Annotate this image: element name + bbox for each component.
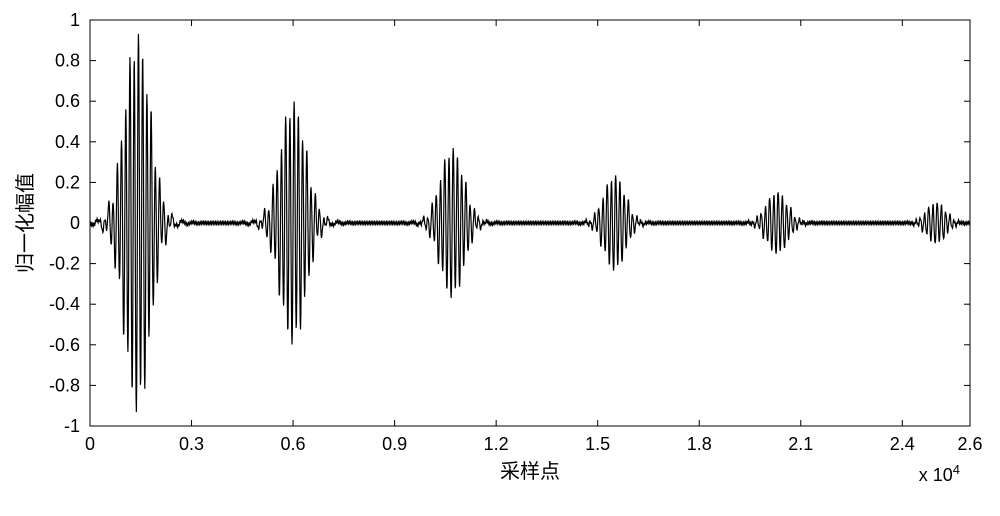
signal-chart: 0 0.3 0.6 0.9 1.2 1.5 1.8 2.1 2.4 2.6 -1 -0.8 -0.6 -0…	[0, 0, 1000, 516]
y-tick-label: 0.8	[55, 51, 80, 71]
y-tick-label: 1	[70, 10, 80, 30]
x-exponent-label: x 104	[919, 462, 960, 486]
x-axis-label: 采样点	[500, 460, 560, 483]
chart-container: 0 0.3 0.6 0.9 1.2 1.5 1.8 2.1 2.4 2.6 -1 -0.8 -0.6 -0…	[0, 0, 1000, 516]
y-axis-label: 归一化幅值	[14, 173, 37, 273]
y-tick-label: -0.8	[49, 375, 80, 395]
x-tick-label: 0.9	[382, 434, 407, 454]
x-tick-label: 0	[85, 434, 95, 454]
y-tick-label: 0.4	[55, 132, 80, 152]
x-tick-label: 1.5	[585, 434, 610, 454]
x-tick-label: 1.2	[484, 434, 509, 454]
y-tick-label: 0	[70, 213, 80, 233]
y-tick-label: -0.4	[49, 294, 80, 314]
x-tick-label: 2.1	[788, 434, 813, 454]
y-tick-label: -0.2	[49, 254, 80, 274]
y-tick-label: -0.6	[49, 335, 80, 355]
y-tick-label: 0.2	[55, 172, 80, 192]
x-tick-label: 0.3	[179, 434, 204, 454]
x-tick-label: 2.6	[957, 434, 982, 454]
x-tick-label: 2.4	[890, 434, 915, 454]
x-tick-label: 1.8	[687, 434, 712, 454]
x-tick-label: 0.6	[281, 434, 306, 454]
signal-trace	[90, 34, 970, 412]
y-tick-label: -1	[64, 416, 80, 436]
y-tick-label: 0.6	[55, 91, 80, 111]
